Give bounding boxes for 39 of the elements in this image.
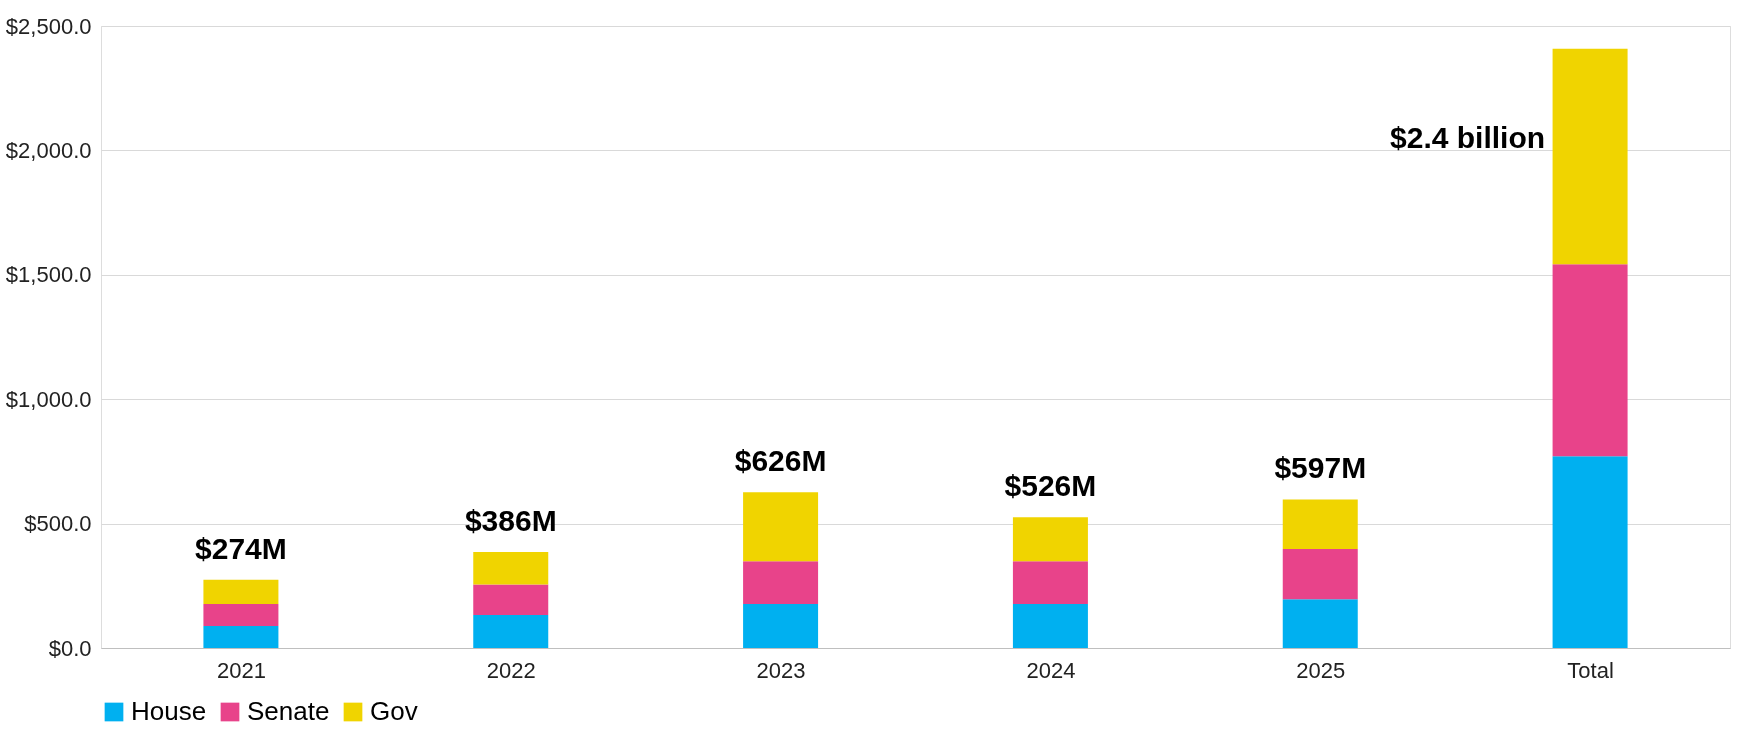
x-tick-label: 2021 [216, 657, 266, 683]
total-label: $386M [464, 503, 557, 537]
bar [203, 579, 279, 604]
bar [1012, 561, 1088, 604]
bar [1552, 264, 1628, 457]
y-tick-label: $1,500.0 [5, 262, 92, 288]
bar [1552, 48, 1628, 265]
bar [473, 584, 549, 615]
total-label: $526M [1004, 469, 1097, 503]
x-tick-label: 2024 [1026, 657, 1076, 683]
x-tick-label: 2025 [1296, 657, 1346, 683]
bar [1552, 456, 1628, 648]
x-tick-label: Total [1567, 657, 1614, 683]
total-label: $597M [1274, 451, 1367, 485]
bar [1282, 499, 1358, 549]
legend-label: Gov [370, 696, 418, 726]
x-tick-label: 2022 [486, 657, 536, 683]
y-tick-label: $1,000.0 [5, 386, 92, 412]
bar [1012, 603, 1088, 648]
total-label: $2.4 billion [1390, 120, 1546, 154]
bar [1282, 599, 1358, 648]
y-tick-label: $0.0 [48, 635, 92, 661]
bar [743, 603, 819, 648]
bar [1282, 548, 1358, 600]
bar [743, 492, 819, 562]
bar [473, 551, 549, 585]
x-tick-label: 2023 [756, 657, 806, 683]
y-tick-label: $500.0 [24, 511, 92, 537]
bar [743, 561, 819, 604]
bar [1012, 517, 1088, 562]
bar [203, 626, 279, 648]
total-label: $626M [734, 444, 827, 478]
legend-label: House [131, 696, 207, 726]
bar [473, 614, 549, 648]
legend-label: Senate [247, 696, 330, 726]
bar [203, 603, 279, 627]
y-tick-label: $2,000.0 [5, 137, 92, 163]
total-label: $274M [195, 531, 287, 565]
y-tick-label: $2,500.0 [5, 13, 92, 39]
